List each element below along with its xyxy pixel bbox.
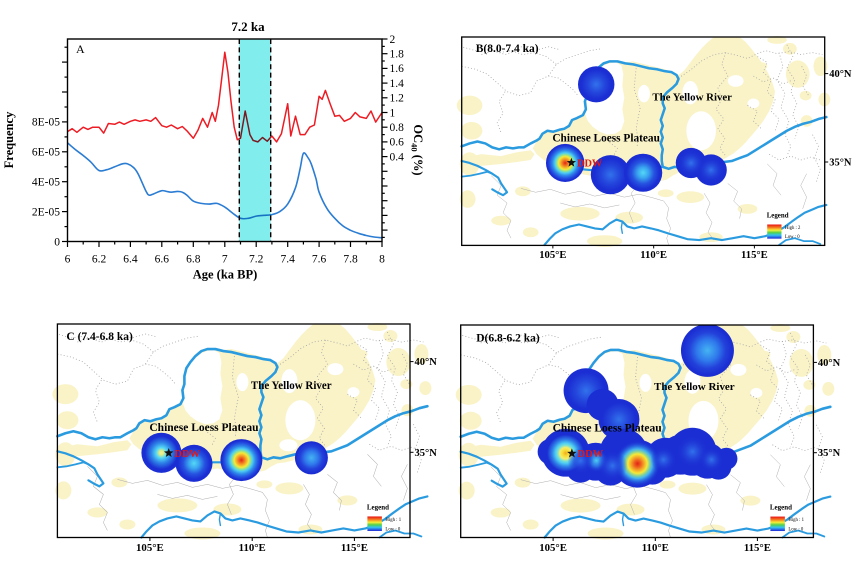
svg-text:High : 2: High : 2 <box>785 226 801 231</box>
svg-text:115°E: 115°E <box>741 250 768 261</box>
svg-text:Low : 0: Low : 0 <box>785 235 800 240</box>
svg-text:7: 7 <box>222 254 228 266</box>
svg-text:6.4: 6.4 <box>123 254 138 266</box>
svg-text:High : 1: High : 1 <box>788 518 804 523</box>
svg-text:Frequency: Frequency <box>2 111 16 168</box>
svg-text:2E-05: 2E-05 <box>32 206 60 218</box>
svg-text:Legend: Legend <box>367 503 389 511</box>
svg-text:6E-05: 6E-05 <box>32 147 60 159</box>
svg-text:105°E: 105°E <box>539 250 566 261</box>
svg-text:0.4: 0.4 <box>390 151 405 163</box>
svg-text:D(6.8-6.2 ka): D(6.8-6.2 ka) <box>476 332 540 344</box>
svg-text:105°E: 105°E <box>136 542 164 554</box>
svg-text:8: 8 <box>379 254 385 266</box>
svg-text:7.6: 7.6 <box>312 254 327 266</box>
svg-text:8E-05: 8E-05 <box>32 117 60 129</box>
svg-text:1.2: 1.2 <box>390 93 405 105</box>
svg-text:1.6: 1.6 <box>390 63 405 75</box>
svg-text:115°E: 115°E <box>744 542 771 554</box>
svg-text:6.6: 6.6 <box>155 254 170 266</box>
svg-text:40°N: 40°N <box>818 358 841 369</box>
svg-text:35°N: 35°N <box>829 158 852 169</box>
svg-text:Age (ka BP): Age (ka BP) <box>193 268 258 282</box>
svg-text:OC40 (%): OC40 (%) <box>410 124 426 175</box>
svg-text:2: 2 <box>390 34 396 46</box>
svg-text:35°N: 35°N <box>818 448 841 459</box>
svg-text:35°N: 35°N <box>415 448 438 459</box>
svg-text:40°N: 40°N <box>415 357 438 368</box>
svg-text:Legend: Legend <box>770 504 792 512</box>
svg-text:6.8: 6.8 <box>186 254 201 266</box>
svg-text:Legend: Legend <box>767 213 789 220</box>
svg-text:1: 1 <box>390 107 396 119</box>
svg-text:0.8: 0.8 <box>390 122 405 134</box>
svg-text:A: A <box>76 42 85 56</box>
svg-text:C (7.4-6.8 ka): C (7.4-6.8 ka) <box>66 331 133 343</box>
svg-text:0.6: 0.6 <box>390 137 405 149</box>
svg-text:6: 6 <box>65 254 71 266</box>
svg-text:40°N: 40°N <box>829 69 852 80</box>
svg-text:7.2: 7.2 <box>249 254 264 266</box>
svg-text:7.8: 7.8 <box>343 254 358 266</box>
svg-text:High : 1: High : 1 <box>385 518 401 523</box>
svg-text:7.4: 7.4 <box>281 254 296 266</box>
svg-text:4E-05: 4E-05 <box>32 177 60 189</box>
svg-text:7.2 ka: 7.2 ka <box>231 19 265 34</box>
svg-text:110°E: 110°E <box>239 542 266 554</box>
svg-text:115°E: 115°E <box>341 542 368 554</box>
svg-text:Low : 0: Low : 0 <box>788 528 803 533</box>
svg-text:110°E: 110°E <box>642 542 669 554</box>
svg-text:1.4: 1.4 <box>390 78 405 90</box>
svg-text:6.2: 6.2 <box>92 254 107 266</box>
svg-text:1.8: 1.8 <box>390 49 405 61</box>
svg-text:Low : 0: Low : 0 <box>385 527 401 532</box>
svg-text:B(8.0-7.4 ka): B(8.0-7.4 ka) <box>476 43 539 55</box>
svg-text:0: 0 <box>54 236 60 248</box>
svg-text:110°E: 110°E <box>640 250 667 261</box>
svg-text:105°E: 105°E <box>539 542 567 554</box>
